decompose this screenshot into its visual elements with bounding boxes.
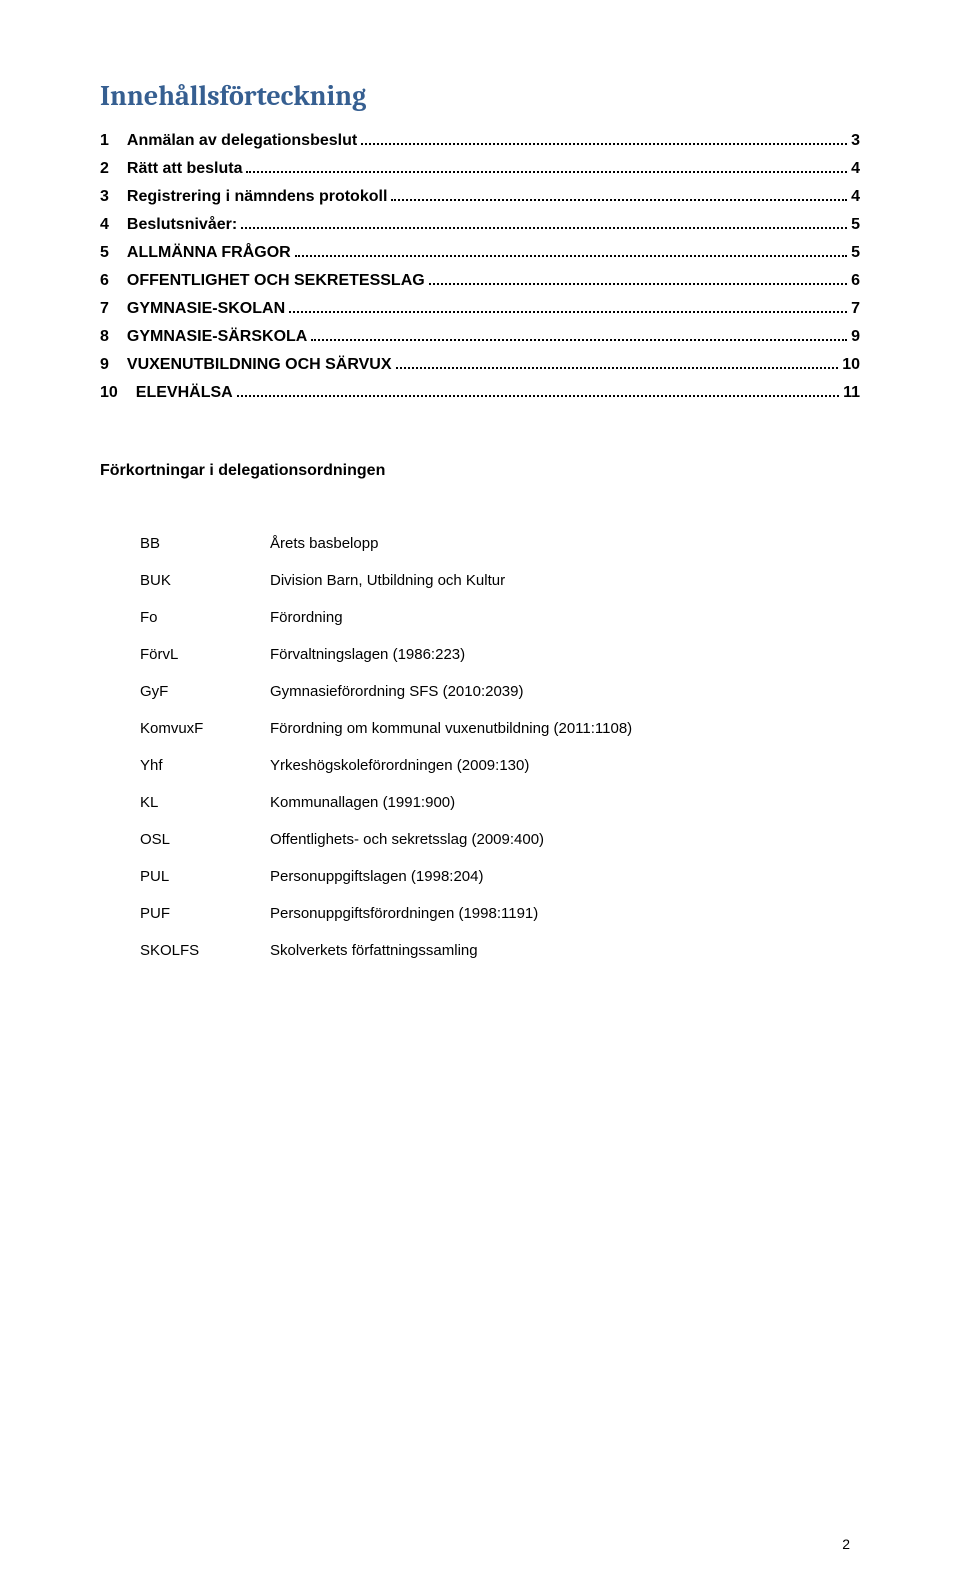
abbr-key: OSL	[140, 821, 270, 858]
abbr-value: Personuppgiftslagen (1998:204)	[270, 858, 632, 895]
toc-number: 7	[100, 300, 109, 318]
table-row: YhfYrkeshögskoleförordningen (2009:130)	[140, 747, 632, 784]
table-row: OSLOffentlighets- och sekretsslag (2009:…	[140, 821, 632, 858]
toc-label: Anmälan av delegationsbeslut	[127, 132, 357, 150]
toc-row[interactable]: 4 Beslutsnivåer: 5	[100, 216, 860, 234]
toc-leader	[311, 339, 847, 341]
toc-page: 11	[843, 384, 860, 402]
toc-page: 5	[851, 216, 860, 234]
toc-label: OFFENTLIGHET OCH SEKRETESSLAG	[127, 272, 425, 290]
toc-page: 10	[842, 356, 860, 374]
toc-row[interactable]: 6 OFFENTLIGHET OCH SEKRETESSLAG 6	[100, 272, 860, 290]
toc-row[interactable]: 9 VUXENUTBILDNING OCH SÄRVUX 10	[100, 356, 860, 374]
toc-page: 6	[851, 272, 860, 290]
table-row: BBÅrets basbelopp	[140, 525, 632, 562]
toc-row[interactable]: 2 Rätt att besluta 4	[100, 160, 860, 178]
toc-number: 9	[100, 356, 109, 374]
abbr-value: Personuppgiftsförordningen (1998:1191)	[270, 895, 632, 932]
abbr-key: KL	[140, 784, 270, 821]
table-row: BUKDivision Barn, Utbildning och Kultur	[140, 562, 632, 599]
abbr-key: FörvL	[140, 636, 270, 673]
toc-row[interactable]: 7 GYMNASIE-SKOLAN 7	[100, 300, 860, 318]
abbr-value: Årets basbelopp	[270, 525, 632, 562]
table-row: SKOLFSSkolverkets författningssamling	[140, 932, 632, 969]
page-number: 2	[842, 1536, 850, 1552]
toc-row[interactable]: 1 Anmälan av delegationsbeslut 3	[100, 132, 860, 150]
toc-leader	[429, 283, 847, 285]
toc-page: 7	[851, 300, 860, 318]
abbr-value: Gymnasieförordning SFS (2010:2039)	[270, 673, 632, 710]
toc-row[interactable]: 3 Registrering i nämndens protokoll 4	[100, 188, 860, 206]
toc-page: 3	[851, 132, 860, 150]
toc-number: 1	[100, 132, 109, 150]
toc-number: 6	[100, 272, 109, 290]
toc-row[interactable]: 10 ELEVHÄLSA 11	[100, 384, 860, 402]
toc-label: GYMNASIE-SKOLAN	[127, 300, 285, 318]
abbreviations-heading: Förkortningar i delegationsordningen	[100, 462, 860, 480]
abbr-key: BB	[140, 525, 270, 562]
abbr-key: BUK	[140, 562, 270, 599]
toc-label: VUXENUTBILDNING OCH SÄRVUX	[127, 356, 392, 374]
abbr-key: KomvuxF	[140, 710, 270, 747]
table-row: KLKommunallagen (1991:900)	[140, 784, 632, 821]
toc-number: 10	[100, 384, 118, 402]
table-row: PULPersonuppgiftslagen (1998:204)	[140, 858, 632, 895]
abbr-value: Förordning om kommunal vuxenutbildning (…	[270, 710, 632, 747]
toc-leader	[237, 395, 839, 397]
toc-row[interactable]: 8 GYMNASIE-SÄRSKOLA 9	[100, 328, 860, 346]
abbr-key: PUF	[140, 895, 270, 932]
abbr-key: Fo	[140, 599, 270, 636]
toc-leader	[289, 311, 847, 313]
abbr-value: Division Barn, Utbildning och Kultur	[270, 562, 632, 599]
toc-leader	[241, 227, 847, 229]
toc-row[interactable]: 5 ALLMÄNNA FRÅGOR 5	[100, 244, 860, 262]
toc-leader	[361, 143, 847, 145]
abbr-key: Yhf	[140, 747, 270, 784]
abbr-key: PUL	[140, 858, 270, 895]
table-of-contents: 1 Anmälan av delegationsbeslut 3 2 Rätt att …	[100, 132, 860, 402]
table-row: GyFGymnasieförordning SFS (2010:2039)	[140, 673, 632, 710]
table-row: KomvuxFFörordning om kommunal vuxenutbil…	[140, 710, 632, 747]
toc-leader	[295, 255, 847, 257]
toc-label: GYMNASIE-SÄRSKOLA	[127, 328, 307, 346]
toc-leader	[396, 367, 839, 369]
toc-page: 4	[851, 160, 860, 178]
toc-label: Beslutsnivåer:	[127, 216, 237, 234]
abbr-value: Kommunallagen (1991:900)	[270, 784, 632, 821]
abbreviations-table: BBÅrets basbeloppBUKDivision Barn, Utbil…	[140, 525, 632, 969]
toc-page: 9	[851, 328, 860, 346]
toc-label: Registrering i nämndens protokoll	[127, 188, 387, 206]
toc-number: 8	[100, 328, 109, 346]
abbr-value: Skolverkets författningssamling	[270, 932, 632, 969]
abbr-key: SKOLFS	[140, 932, 270, 969]
toc-label: ELEVHÄLSA	[136, 384, 233, 402]
toc-leader	[246, 171, 847, 173]
abbr-value: Förvaltningslagen (1986:223)	[270, 636, 632, 673]
toc-number: 2	[100, 160, 109, 178]
abbr-value: Offentlighets- och sekretsslag (2009:400…	[270, 821, 632, 858]
table-row: PUFPersonuppgiftsförordningen (1998:1191…	[140, 895, 632, 932]
toc-number: 5	[100, 244, 109, 262]
toc-number: 4	[100, 216, 109, 234]
toc-page: 4	[851, 188, 860, 206]
abbr-value: Förordning	[270, 599, 632, 636]
toc-number: 3	[100, 188, 109, 206]
table-row: FörvLFörvaltningslagen (1986:223)	[140, 636, 632, 673]
toc-label: Rätt att besluta	[127, 160, 243, 178]
toc-page: 5	[851, 244, 860, 262]
toc-leader	[391, 199, 847, 201]
table-row: FoFörordning	[140, 599, 632, 636]
abbr-key: GyF	[140, 673, 270, 710]
abbr-value: Yrkeshögskoleförordningen (2009:130)	[270, 747, 632, 784]
toc-label: ALLMÄNNA FRÅGOR	[127, 244, 291, 262]
page-title: Innehållsförteckning	[100, 80, 860, 112]
